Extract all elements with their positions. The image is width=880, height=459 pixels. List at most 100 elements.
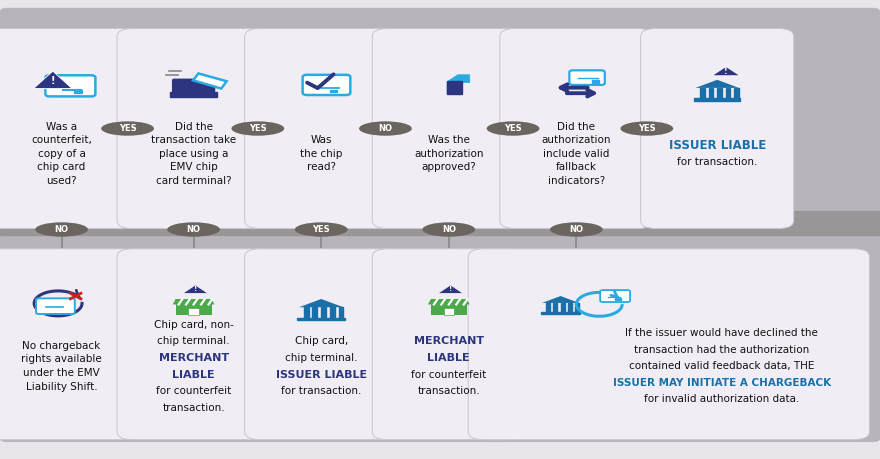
Bar	[339, 307, 343, 319]
Text: transaction.: transaction.	[162, 403, 225, 413]
Text: for transaction.: for transaction.	[281, 386, 362, 396]
Text: MERCHANT: MERCHANT	[158, 353, 229, 363]
Text: ISSUER LIABLE: ISSUER LIABLE	[275, 369, 367, 380]
Text: YES: YES	[249, 124, 267, 133]
Text: Chip card, non-: Chip card, non-	[154, 320, 233, 330]
Bar	[576, 303, 579, 313]
Text: !: !	[194, 286, 197, 292]
Bar	[546, 303, 550, 313]
Text: Did the
transaction take
place using a
EMV chip
card terminal?: Did the transaction take place using a E…	[151, 122, 236, 186]
Bar	[321, 307, 326, 319]
Text: If the issuer would have declined the: If the issuer would have declined the	[625, 328, 818, 338]
Bar	[568, 303, 572, 313]
Text: transaction.: transaction.	[417, 386, 480, 396]
Text: for counterfeit: for counterfeit	[411, 369, 487, 380]
Text: NO: NO	[378, 124, 392, 133]
FancyBboxPatch shape	[0, 8, 880, 229]
Bar	[170, 92, 217, 97]
Bar	[74, 90, 82, 93]
Polygon shape	[194, 73, 227, 89]
Text: Was a
counterfeit,
copy of a
chip card
used?: Was a counterfeit, copy of a chip card u…	[31, 122, 92, 186]
Polygon shape	[447, 75, 470, 94]
Text: YES: YES	[504, 124, 522, 133]
Bar	[431, 304, 466, 315]
Bar	[304, 307, 309, 319]
Ellipse shape	[231, 121, 284, 136]
Polygon shape	[542, 296, 579, 303]
Text: NO: NO	[569, 225, 583, 234]
Polygon shape	[695, 80, 739, 88]
Bar	[615, 298, 621, 300]
Text: YES: YES	[638, 124, 656, 133]
Text: chip terminal.: chip terminal.	[285, 353, 357, 363]
Bar	[708, 88, 714, 99]
Text: !: !	[50, 76, 55, 86]
Bar	[330, 307, 334, 319]
Ellipse shape	[101, 121, 154, 136]
FancyBboxPatch shape	[0, 249, 138, 440]
Polygon shape	[428, 299, 470, 304]
Text: No chargeback
rights available
under the EMV
Liability Shift.: No chargeback rights available under the…	[21, 341, 102, 392]
FancyBboxPatch shape	[372, 28, 525, 229]
Bar	[734, 88, 739, 99]
Text: MERCHANT: MERCHANT	[414, 336, 484, 347]
FancyBboxPatch shape	[36, 298, 75, 314]
FancyBboxPatch shape	[245, 249, 398, 440]
Text: LIABLE: LIABLE	[428, 353, 470, 363]
Text: LIABLE: LIABLE	[172, 369, 215, 380]
Ellipse shape	[422, 222, 475, 237]
Ellipse shape	[35, 222, 88, 237]
Text: Chip card,: Chip card,	[295, 336, 348, 347]
Polygon shape	[712, 67, 740, 76]
Polygon shape	[299, 299, 343, 307]
FancyBboxPatch shape	[569, 70, 605, 85]
Ellipse shape	[550, 222, 603, 237]
FancyBboxPatch shape	[245, 28, 398, 229]
Ellipse shape	[295, 222, 348, 237]
Text: ISSUER MAY INITIATE A CHARGEBACK: ISSUER MAY INITIATE A CHARGEBACK	[612, 378, 831, 388]
Bar	[188, 308, 199, 315]
FancyBboxPatch shape	[303, 75, 350, 95]
Bar	[297, 318, 345, 320]
Bar	[592, 80, 599, 83]
Bar	[700, 88, 705, 99]
Polygon shape	[183, 285, 208, 293]
Bar	[717, 88, 722, 99]
Text: YES: YES	[312, 225, 330, 234]
Ellipse shape	[359, 121, 412, 136]
Text: chip terminal.: chip terminal.	[158, 336, 230, 347]
Bar	[0, 211, 880, 235]
Text: for counterfeit: for counterfeit	[156, 386, 231, 396]
Bar	[447, 81, 462, 94]
Bar	[330, 90, 337, 92]
Text: NO: NO	[442, 225, 456, 234]
Text: NO: NO	[55, 225, 69, 234]
Text: for transaction.: for transaction.	[677, 157, 758, 168]
Ellipse shape	[620, 121, 673, 136]
Text: contained valid feedback data, THE: contained valid feedback data, THE	[629, 361, 814, 371]
Ellipse shape	[167, 222, 220, 237]
Text: Was
the chip
read?: Was the chip read?	[300, 135, 342, 173]
FancyBboxPatch shape	[117, 249, 270, 440]
Text: !: !	[724, 67, 728, 76]
Bar	[554, 303, 557, 313]
Bar	[540, 312, 581, 314]
FancyBboxPatch shape	[468, 249, 869, 440]
Text: NO: NO	[187, 225, 201, 234]
Bar	[312, 307, 318, 319]
Bar	[444, 308, 454, 315]
FancyBboxPatch shape	[0, 28, 138, 229]
FancyBboxPatch shape	[46, 75, 95, 96]
Bar	[726, 88, 730, 99]
FancyBboxPatch shape	[117, 28, 270, 229]
Polygon shape	[172, 299, 215, 304]
Text: YES: YES	[119, 124, 136, 133]
FancyBboxPatch shape	[641, 28, 794, 229]
Ellipse shape	[487, 121, 539, 136]
FancyBboxPatch shape	[372, 249, 525, 440]
Bar	[176, 304, 211, 315]
FancyBboxPatch shape	[0, 226, 880, 442]
Polygon shape	[438, 285, 463, 293]
Bar	[561, 303, 565, 313]
Polygon shape	[33, 71, 72, 89]
